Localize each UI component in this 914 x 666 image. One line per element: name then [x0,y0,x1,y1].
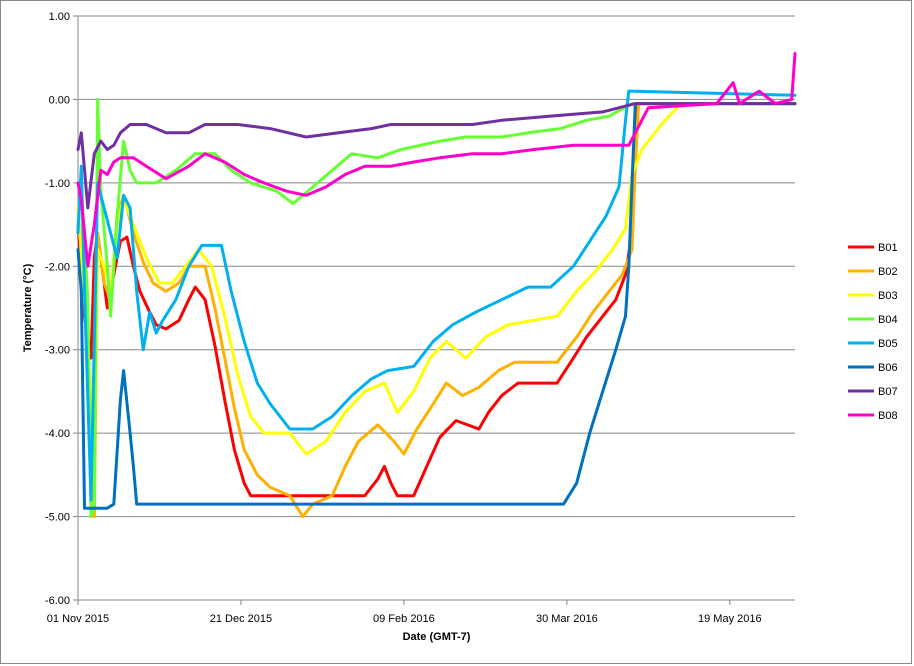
x-tick-label: 19 May 2016 [698,613,762,625]
x-tick-label: 21 Dec 2015 [210,613,272,625]
y-tick-label: -3.00 [45,345,70,357]
y-axis-ticks: 1.00 0.00 -1.00 -2.00 -3.00 -4.00 -5.00 -6.00 [45,11,70,607]
series-line-b05 [76,89,797,502]
legend: B01 B02 B03 B04 B05 B06 B07 B08 [848,242,898,422]
legend-label-b02: B02 [878,266,898,278]
x-tick-label: 09 Feb 2016 [373,613,435,625]
series-line-b08 [76,52,797,268]
legend-label-b07: B07 [878,386,898,398]
legend-label-b06: B06 [878,362,898,374]
y-tick-label: -5.00 [45,512,70,524]
y-tick-label: -6.00 [45,595,70,607]
y-tick-label: 0.00 [49,94,70,106]
x-tick-label: 30 Mar 2016 [536,613,598,625]
y-axis-title: Temperature (°C) [22,263,34,352]
y-tick-label: -2.00 [45,261,70,273]
series-lines [76,52,797,519]
y-tick-label: 1.00 [49,11,70,23]
legend-label-b05: B05 [878,338,898,350]
legend-label-b01: B01 [878,242,898,254]
y-tick-label: -1.00 [45,178,70,190]
legend-label-b08: B08 [878,410,898,422]
y-tick-label: -4.00 [45,428,70,440]
legend-label-b03: B03 [878,290,898,302]
series-line-b07 [76,102,797,210]
series-line-b06 [76,102,797,510]
legend-label-b04: B04 [878,314,898,326]
x-axis-ticks: 01 Nov 2015 21 Dec 2015 09 Feb 2016 30 Mar … [47,613,762,625]
x-tick-label: 01 Nov 2015 [47,613,109,625]
x-axis-title: Date (GMT-7) [403,631,471,643]
